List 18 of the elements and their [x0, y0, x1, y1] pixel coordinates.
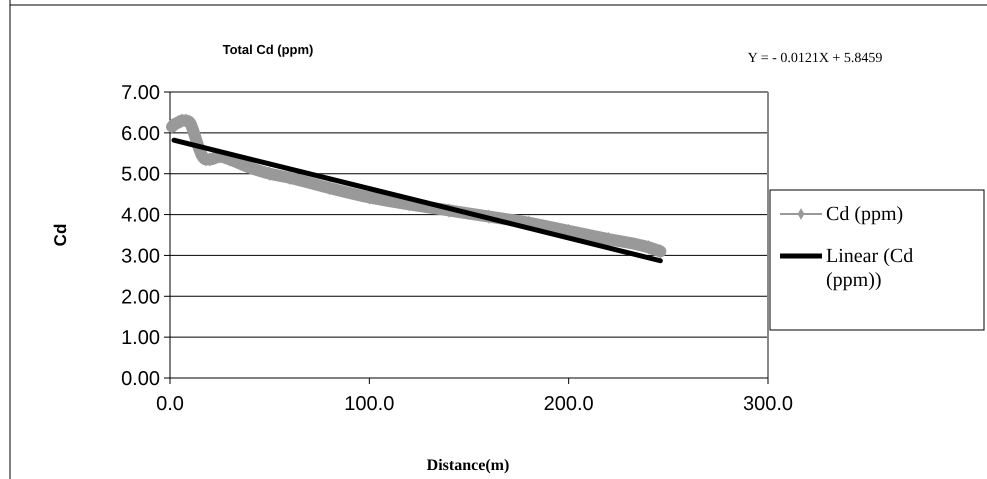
x-tick-label: 100.0 — [344, 393, 394, 415]
y-tick-label: 6.00 — [121, 122, 160, 145]
x-tick-label: 0.0 — [156, 393, 184, 415]
y-axis-title: Cd — [51, 224, 70, 246]
text: Y = - 0.0121X + 5.8459 — [748, 51, 882, 66]
y-tick-label: 3.00 — [121, 245, 160, 268]
y-tick-label: 5.00 — [121, 164, 160, 186]
y-tick-label: 7.00 — [121, 82, 160, 104]
x-tick-label: 300.0 — [742, 393, 794, 415]
y-tick-label: 4.00 — [121, 204, 160, 227]
legend-label: Linear (Cd (ppm)) — [826, 245, 914, 291]
y-tick-label: 2.00 — [121, 286, 160, 308]
x-tick-label: 200.0 — [544, 393, 594, 415]
x-axis-title: Distance(m) — [426, 457, 510, 474]
y-tick-label: 1.00 — [121, 327, 160, 350]
legend-label: Cd (ppm) — [826, 203, 904, 225]
y-tick-label: 0.00 — [121, 368, 160, 390]
chart-title: Total Cd (ppm) — [222, 42, 314, 57]
